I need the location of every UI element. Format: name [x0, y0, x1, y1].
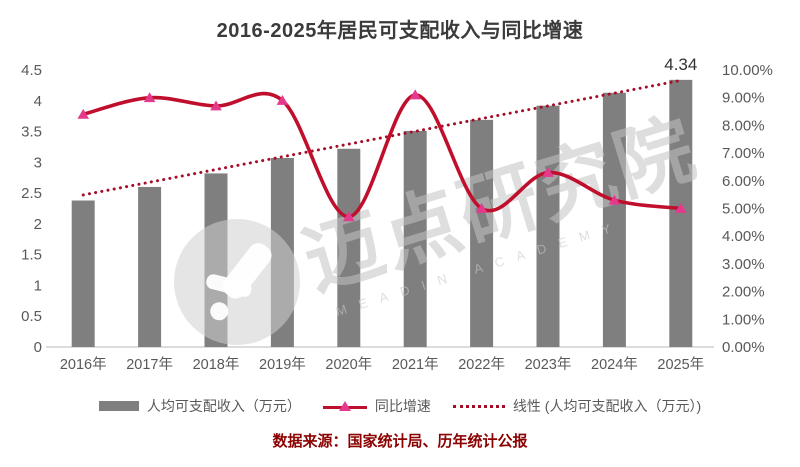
y2-axis-tick-label: 1.00%	[722, 311, 765, 328]
y-axis-tick-label: 0	[34, 339, 42, 356]
y2-axis-tick-label: 4.00%	[722, 228, 765, 245]
legend-item-growth: 同比增速	[322, 396, 431, 416]
y-axis-tick-label: 1	[34, 277, 42, 294]
y-axis-tick-label: 0.5	[21, 308, 42, 325]
trendline-swatch-icon	[452, 404, 505, 408]
growth-marker-2023年	[542, 166, 554, 177]
x-axis-tick-label: 2017年	[126, 356, 173, 373]
growth-marker-2019年	[276, 94, 289, 105]
y-axis-tick-label: 2	[34, 216, 42, 233]
y2-axis-tick-label: 7.00%	[722, 145, 765, 162]
bar-2021年	[403, 130, 427, 347]
y-axis-tick-label: 2.5	[21, 185, 42, 202]
y2-axis-tick-label: 9.00%	[722, 90, 765, 107]
growth-marker-2016年	[77, 108, 89, 119]
bar-data-label: 4.34	[664, 55, 697, 74]
watermark-logo-glyph-icon	[206, 243, 272, 321]
x-axis-tick-label: 2018年	[193, 356, 240, 373]
legend-label-trendline: 线性 (人均可支配收入（万元）)	[512, 398, 702, 414]
bar-2024年	[602, 92, 626, 347]
y-axis-tick-label: 1.5	[21, 247, 42, 264]
y-axis-tick-label: 3.5	[21, 124, 42, 141]
bar-2017年	[138, 186, 162, 347]
chart-legend: 人均可支配收入（万元） 同比增速 线性 (人均可支配收入（万元）)	[0, 396, 800, 416]
growth-line	[81, 91, 683, 219]
legend-item-income: 人均可支配收入（万元）	[98, 396, 301, 416]
logo-glyph-stroke	[206, 274, 252, 297]
x-axis-tick-label: 2022年	[458, 356, 505, 373]
growth-marker-2024年	[608, 194, 621, 205]
growth-marker-2020年	[343, 211, 355, 222]
growth-marker-2025年	[675, 203, 687, 213]
y-axis-tick-label: 4	[34, 93, 42, 110]
legend-label-income: 人均可支配收入（万元）	[146, 398, 301, 414]
growth-marker-2017年	[143, 92, 156, 103]
trendline	[81, 78, 683, 197]
watermark-logo	[174, 219, 300, 345]
y2-axis-tick-label: 0.00%	[722, 339, 765, 356]
growth-marker-2022年	[475, 203, 488, 213]
x-axis-tick-label: 2021年	[392, 356, 439, 373]
y-axis-tick-label: 4.5	[21, 62, 42, 79]
growth-marker-2018年	[210, 100, 222, 111]
bar-2020年	[337, 148, 361, 347]
y2-axis-tick-label: 2.00%	[722, 284, 765, 301]
x-axis-tick-label: 2020年	[325, 356, 372, 373]
bar-2016年	[71, 200, 95, 347]
y2-axis-tick-label: 3.00%	[722, 256, 765, 273]
data-source-note: 数据来源：国家统计局、历年统计公报	[272, 433, 528, 450]
chart-title: 2016-2025年居民可支配收入与同比增速	[216, 20, 584, 42]
x-axis-tick-label: 2024年	[591, 356, 638, 373]
triangle-marker-icon	[338, 401, 351, 411]
x-axis-tick-label: 2025年	[657, 356, 704, 373]
legend-item-trendline: 线性 (人均可支配收入（万元）)	[452, 396, 702, 416]
y2-axis-tick-label: 6.00%	[722, 173, 765, 190]
line-series-swatch-icon	[322, 400, 367, 412]
logo-glyph-dot	[210, 302, 229, 321]
x-axis-tick-label: 2016年	[60, 356, 107, 373]
y2-axis-tick-label: 10.00%	[722, 62, 773, 79]
bar-series-swatch-icon	[98, 401, 139, 411]
y2-axis-tick-label: 5.00%	[722, 201, 765, 218]
bar-2022年	[470, 119, 494, 347]
bar-2025年	[669, 79, 693, 348]
income-growth-combo-chart: 0 0.5 1 1.5 2 2.5 3 3.5 4 4.5 0.00% 1.00% 2.00% 3.00%…	[21, 55, 773, 373]
legend-label-growth: 同比增速	[374, 398, 431, 414]
bar-2023年	[536, 105, 560, 347]
y2-axis-tick-label: 8.00%	[722, 117, 765, 134]
y-axis-tick-label: 3	[34, 154, 42, 171]
x-axis-tick-label: 2019年	[259, 356, 306, 373]
growth-marker-2021年	[409, 89, 421, 100]
x-axis-tick-label: 2023年	[525, 356, 572, 373]
